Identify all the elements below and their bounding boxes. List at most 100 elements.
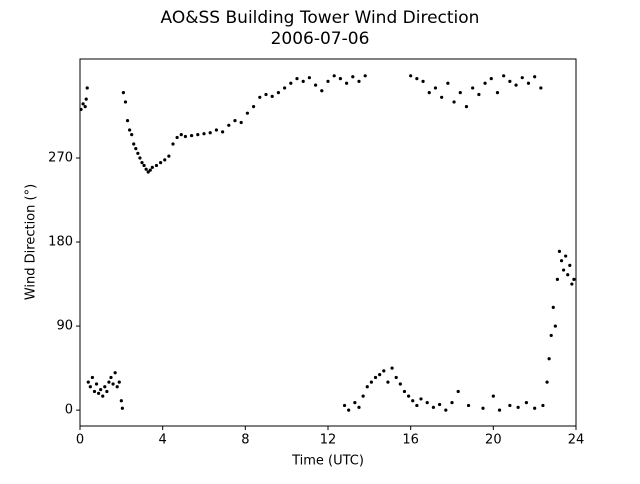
point: [564, 254, 568, 258]
point: [568, 263, 572, 267]
point: [446, 81, 450, 85]
point: [109, 375, 113, 380]
point: [378, 373, 382, 377]
point: [431, 405, 435, 409]
point: [357, 79, 361, 84]
point: [409, 74, 413, 78]
point: [332, 74, 336, 78]
point: [130, 133, 134, 137]
point: [146, 170, 150, 174]
point: [101, 394, 105, 398]
point: [196, 133, 200, 137]
chart-subtitle: 2006-07-06: [271, 29, 370, 49]
point: [402, 389, 407, 394]
point: [502, 74, 506, 78]
point: [150, 165, 154, 169]
point: [541, 403, 545, 408]
point: [562, 268, 566, 272]
point: [171, 142, 175, 146]
y-tick-label: 270: [48, 150, 73, 165]
point: [491, 394, 495, 398]
y-tick-label: 180: [48, 235, 73, 250]
point: [357, 405, 361, 409]
point: [425, 401, 429, 405]
point: [295, 77, 299, 81]
point: [570, 282, 574, 286]
point: [107, 380, 111, 384]
point: [92, 389, 97, 394]
point: [338, 77, 342, 81]
point: [440, 95, 444, 99]
point: [545, 380, 549, 384]
point: [471, 86, 475, 90]
plot-frame: [79, 58, 577, 427]
point: [314, 83, 318, 87]
point: [524, 401, 529, 405]
point: [353, 401, 357, 405]
point: [163, 158, 167, 162]
point: [559, 259, 564, 263]
point: [342, 403, 347, 408]
point: [134, 147, 138, 151]
point: [167, 154, 171, 158]
point: [520, 76, 524, 80]
point: [289, 81, 293, 85]
point: [390, 366, 394, 370]
point: [411, 399, 415, 403]
point: [239, 120, 243, 125]
point: [283, 86, 287, 90]
point: [557, 249, 562, 253]
point: [97, 391, 101, 395]
point: [508, 79, 512, 84]
point: [386, 380, 390, 384]
point: [245, 111, 249, 115]
point: [526, 81, 531, 85]
point: [264, 92, 268, 97]
x-tick-label: 0: [76, 433, 84, 448]
point: [326, 79, 330, 84]
point: [497, 408, 502, 412]
x-tick-label: 24: [568, 433, 585, 448]
point: [572, 277, 576, 281]
point: [301, 79, 305, 84]
point: [103, 385, 107, 389]
point: [533, 406, 537, 410]
point: [421, 79, 425, 84]
point: [148, 168, 152, 172]
point: [450, 401, 454, 405]
point: [456, 389, 460, 394]
point: [119, 399, 123, 403]
point: [252, 105, 256, 109]
point: [363, 74, 367, 78]
point: [452, 100, 456, 104]
point: [183, 134, 187, 139]
point: [99, 387, 103, 392]
point: [105, 389, 109, 394]
point: [208, 131, 212, 135]
point: [433, 86, 438, 90]
y-tick-label: 0: [65, 403, 73, 418]
point: [140, 161, 144, 165]
point: [307, 76, 311, 80]
point: [113, 371, 117, 375]
point: [464, 105, 469, 109]
point: [495, 91, 500, 95]
point: [514, 83, 518, 87]
chart-title: AO&SS Building Tower Wind Direction: [161, 8, 480, 28]
point: [415, 77, 419, 81]
point: [516, 405, 520, 409]
point: [373, 375, 378, 380]
point: [369, 380, 373, 384]
point: [351, 75, 355, 79]
point: [345, 81, 349, 85]
x-axis-label: Time (UTC): [291, 454, 364, 469]
point: [123, 100, 128, 104]
point: [553, 324, 557, 328]
point: [227, 123, 231, 127]
y-axis-label: Wind Direction (°): [24, 184, 39, 300]
point: [94, 382, 99, 386]
point: [547, 357, 551, 361]
x-tick-label: 12: [320, 433, 337, 448]
point: [85, 86, 89, 90]
